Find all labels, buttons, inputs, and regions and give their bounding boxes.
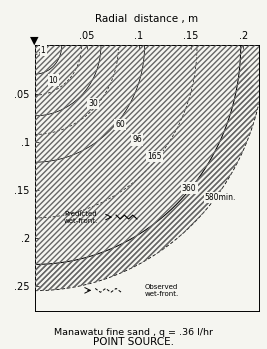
Text: 10: 10 — [49, 76, 58, 84]
Text: 580min.: 580min. — [205, 193, 236, 202]
Text: Manawatu fine sand , q = .36 l/hr: Manawatu fine sand , q = .36 l/hr — [54, 328, 213, 337]
Text: Predicted
wet-front.: Predicted wet-front. — [64, 210, 98, 224]
Text: 1: 1 — [41, 46, 45, 55]
Text: 360: 360 — [182, 184, 197, 193]
Text: Observed
wet-front.: Observed wet-front. — [144, 284, 179, 297]
Text: ▼: ▼ — [30, 35, 39, 45]
Text: POINT SOURCE.: POINT SOURCE. — [93, 337, 174, 347]
Text: 60: 60 — [115, 120, 125, 129]
Text: 165: 165 — [147, 152, 162, 161]
Text: 30: 30 — [88, 99, 98, 108]
Text: 96: 96 — [132, 135, 142, 144]
Title: Radial  distance , m: Radial distance , m — [95, 14, 198, 24]
